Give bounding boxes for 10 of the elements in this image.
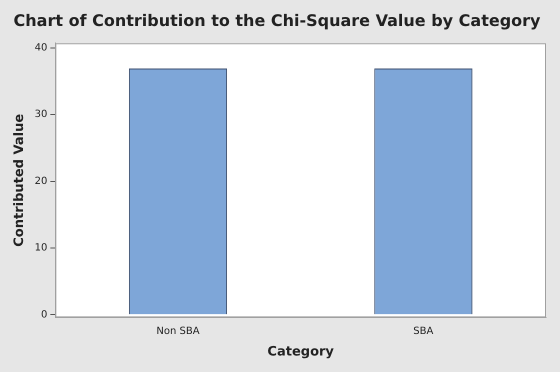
y-tick-label: 20 bbox=[34, 176, 48, 187]
y-tick-label: 30 bbox=[34, 109, 48, 120]
y-tick-label: 40 bbox=[34, 42, 48, 54]
chart-title: Chart of Contribution to the Chi-Square Value by Category bbox=[14, 10, 542, 30]
x-axis-title: Category bbox=[267, 344, 334, 360]
y-tick-label: 0 bbox=[40, 309, 48, 320]
y-axis-title: Contributed Value bbox=[12, 114, 28, 247]
x-tick-label: Non SBA bbox=[156, 326, 200, 337]
y-tick-label: 10 bbox=[34, 242, 48, 254]
x-tick-label: SBA bbox=[413, 326, 434, 337]
